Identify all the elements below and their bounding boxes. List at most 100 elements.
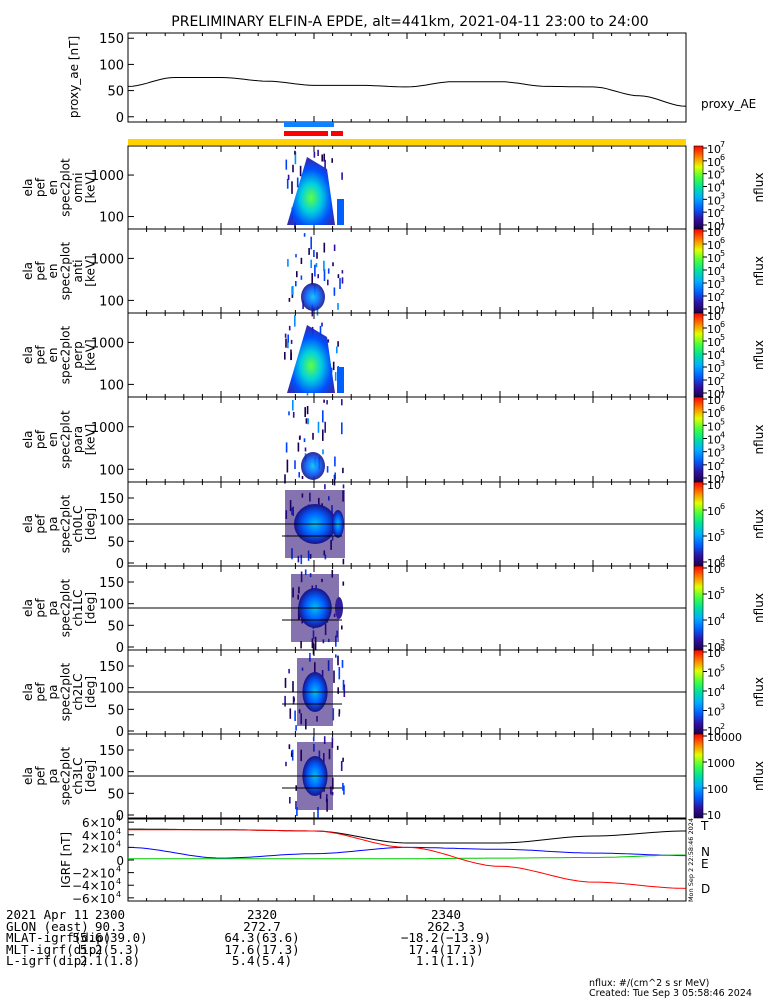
y-tick-label: 0: [116, 111, 124, 126]
speckle: [303, 438, 306, 443]
speckle: [343, 684, 346, 697]
speckle: [301, 475, 304, 479]
colorbar-tick-label: 10: [707, 420, 721, 433]
speckle: [284, 695, 286, 707]
footer-row: MLT-igrf(dip) 5.2(5.3) 17.6(17.3) 17.4(17.3…: [6, 943, 696, 956]
speckle: [296, 271, 298, 278]
y-label-line: [keV]: [84, 424, 98, 455]
colorbar-tick-label: 10: [707, 278, 721, 291]
footer-value: 2300: [94, 907, 126, 922]
y-tick-label: 100: [99, 211, 124, 226]
energy-flux-blob-2: [337, 367, 344, 393]
igrf-legend-T: T: [700, 819, 709, 833]
y-tick-label: 100: [99, 58, 124, 73]
y-label-line: ela: [21, 599, 35, 617]
speckle: [289, 797, 291, 804]
colorbar-tick-label: 10: [707, 252, 721, 265]
speckle: [291, 749, 294, 761]
speckle: [304, 447, 307, 452]
speckle: [342, 558, 345, 565]
colorbar-tick-label: 10: [707, 207, 721, 220]
speckle: [300, 554, 303, 565]
y-label-line: pef: [34, 429, 48, 449]
colorbar-tick-exponent: 5: [720, 417, 725, 426]
y-label-line: en: [46, 264, 60, 279]
speckle: [316, 252, 318, 259]
speckle: [295, 281, 297, 287]
speckle: [341, 172, 343, 180]
colorbar-tick-label: 10: [707, 473, 721, 486]
colorbar-tick-exponent: 4: [720, 262, 725, 271]
speckle: [342, 687, 345, 691]
units-note: nflux: #/(cm^2 s sr MeV): [589, 978, 710, 989]
footer-row-label: L-igrf(dip): [6, 953, 89, 968]
speckle: [290, 339, 293, 344]
y-tick-label: 100: [99, 766, 124, 781]
colorbar-tick-exponent: 7: [720, 307, 725, 316]
speckle: [337, 274, 340, 279]
y-label-line: [keV]: [84, 339, 98, 370]
y-label-line: [deg]: [84, 760, 98, 792]
speckle: [323, 399, 325, 403]
colorbar-tick-label: 10: [707, 362, 721, 375]
colorbar-tick-label: 10: [707, 809, 721, 822]
speckle: [324, 159, 326, 169]
igrf-line-E: [128, 854, 686, 860]
y-tick-label: 0: [116, 557, 124, 572]
y-label-line: pa: [46, 769, 60, 784]
speckle: [323, 242, 326, 253]
y-label-line: ela: [21, 346, 35, 364]
speckle: [335, 654, 337, 658]
speckle: [322, 410, 324, 423]
colorbar-tick-label: 10: [707, 182, 721, 195]
speckle: [342, 782, 344, 791]
speckle: [341, 625, 343, 630]
y-label-line: ela: [21, 767, 35, 785]
speckle: [288, 411, 290, 416]
proxy-ae-legend: proxy_AE: [701, 97, 756, 111]
speckle: [288, 298, 291, 302]
colorbar-tick-label: 10: [707, 589, 721, 602]
y-tick-label: 50: [107, 787, 124, 802]
speckle: [337, 655, 339, 666]
speckle: [336, 745, 339, 750]
speckle: [312, 432, 314, 440]
colorbar-tick-exponent: 2: [720, 288, 725, 297]
speckle: [292, 681, 294, 692]
y-tick-label: 150: [99, 32, 124, 47]
speckle: [290, 349, 292, 361]
colorbar-tick-exponent: 4: [720, 431, 725, 440]
colorbar-tick-exponent: 1: [720, 385, 725, 394]
speckle: [324, 421, 326, 433]
speckle: [316, 306, 319, 316]
speckle: [313, 250, 315, 257]
footer-value: 5.4(5.4): [231, 953, 293, 968]
speckle: [332, 708, 335, 721]
speckle: [295, 801, 297, 810]
colorbar-tick-exponent: 5: [720, 249, 725, 258]
y-label-line: spec2plot: [59, 746, 73, 805]
footer-value: 2320: [246, 907, 278, 922]
colorbar-tick-label: 10: [707, 394, 721, 407]
speckle: [321, 154, 323, 162]
speckle: [306, 406, 309, 415]
y-tick-label: 150: [99, 744, 124, 759]
speckle: [297, 555, 300, 563]
colorbar-label: nflux: [752, 509, 766, 539]
speckle: [309, 652, 311, 662]
speckle: [292, 411, 295, 418]
speckle: [304, 407, 306, 417]
footer-row-label: GLON (east): [6, 918, 89, 934]
speckle: [310, 259, 312, 269]
colorbar-tick-label: 10: [707, 194, 721, 207]
speckle: [287, 174, 290, 180]
colorbar-label: nflux: [752, 173, 766, 203]
y-tick-label: 1000: [91, 252, 124, 267]
y-tick-exponent: 4: [116, 865, 121, 874]
y-tick-label: 0: [116, 809, 124, 824]
panel-frame: [127, 312, 687, 398]
y-tick-label: 0: [116, 854, 124, 868]
